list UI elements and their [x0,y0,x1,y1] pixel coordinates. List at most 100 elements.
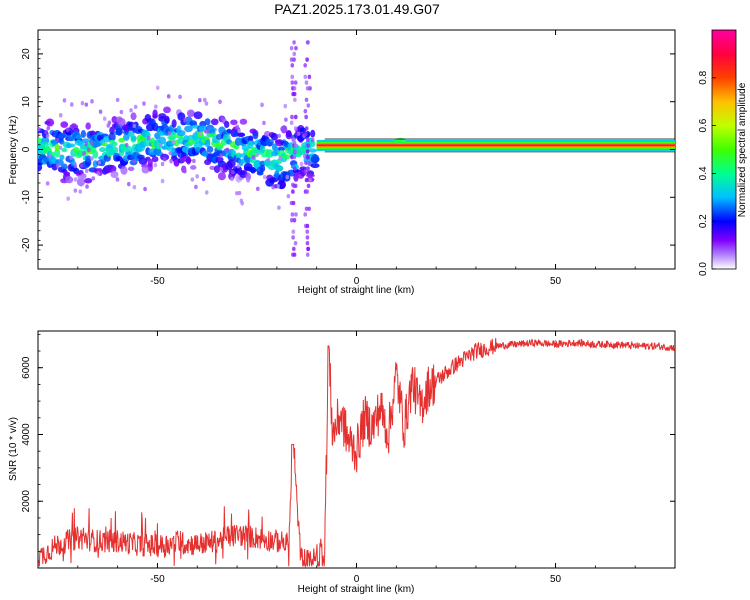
heatmap-cell [304,132,308,137]
heatmap-cell [305,229,310,234]
heatmap-cell [306,143,310,148]
heatmap-cell [310,163,320,169]
heatmap-cell [292,252,297,257]
heatmap-cell [299,161,304,167]
heatmap-cell [164,115,170,124]
heatmap-cell [73,163,78,169]
heatmap-cell [291,235,295,240]
heatmap-cell [194,184,198,190]
heatmap-cell [255,152,260,157]
heatmap-cell [45,181,50,186]
heatmap-xlabel: Height of straight line (km) [298,285,415,296]
heatmap-cell [308,177,312,183]
heatmap-cell [250,166,256,174]
heatmap-cell [64,176,74,184]
heatmap-cell [141,166,150,174]
snr-series [38,337,675,568]
heatmap-cell [111,141,118,147]
heatmap-cell [69,102,74,107]
heatmap-cell [120,166,128,175]
heatmap-cell [79,182,83,187]
heatmap-cell [177,130,186,137]
heatmap-cell [193,111,203,120]
colorbar-ticks: 0.0 0.2 0.4 0.6 0.8 [698,70,716,276]
heatmap-cell [201,176,206,182]
heatmap-cell [77,174,82,180]
heatmap-cell [60,121,69,128]
heatmap-cell [169,159,173,164]
heatmap-cell [292,154,297,160]
heatmap-cell [143,186,147,192]
heatmap-cell [305,154,310,160]
heatmap-cell [97,160,102,165]
heatmap-cell [305,57,309,62]
heatmap-cell [220,116,224,121]
heatmap-cell [166,94,171,99]
heatmap-cell [117,117,126,127]
heatmap-cell [230,176,234,182]
heatmap-cell [167,131,172,136]
heatmap-cell [304,114,308,120]
heatmap-cell [285,129,292,138]
colorbar-label: Normalized spectral amplitude [737,82,748,217]
heatmap-cell [111,116,118,124]
heatmap-cell [227,159,236,168]
heatmap-cell [58,113,63,118]
heatmap-cell [190,165,197,170]
heatmap-cell [85,155,92,163]
heatmap-cell [106,144,114,149]
heatmap-cell [78,189,83,194]
heatmap-cell [155,85,160,90]
heatmap-cell [305,40,310,45]
snr-xlabel: Height of straight line (km) [298,584,415,595]
heatmap-cell [277,205,281,210]
heatmap-cell [59,139,65,145]
heatmap-cell [206,145,214,153]
heatmap-cell [198,98,202,103]
heatmap-cell [291,189,295,194]
heatmap-cell [69,155,73,160]
heatmap-cell [303,109,308,114]
heatmap-cell [171,140,176,145]
heatmap-cell [90,99,94,104]
heatmap-cell [84,168,89,174]
heatmap-cell [77,140,85,147]
heatmap-cell [307,160,312,166]
heatmap-cell [115,97,120,103]
heatmap-ytick-label: 0 [21,146,32,152]
colorbar-tick-label: 0.2 [698,214,709,228]
heatmap-cell [285,174,290,180]
heatmap-cell [55,137,60,143]
heatmap-cell [108,132,116,142]
heatmap-cell [154,104,158,109]
heatmap-xtick-label: 50 [550,276,562,287]
heatmap-cell [303,74,308,80]
heatmap-cell [186,109,195,118]
heatmap-cell [67,143,76,148]
heatmap-cell [160,153,170,161]
heatmap-cell [124,142,129,148]
heatmap-cell [160,161,165,167]
heatmap-cell [304,206,309,211]
heatmap-cell [158,113,167,119]
heatmap-cell [38,126,41,132]
heatmap-cell [56,163,60,169]
heatmap-cell [185,158,192,163]
heatmap-cell [275,165,284,171]
heatmap-cell [286,193,291,199]
heatmap-cell [178,94,182,100]
heatmap-cell [73,177,78,182]
heatmap-cell [158,142,163,148]
heatmap-cell [41,142,50,147]
heatmap-cell [132,123,137,129]
figure-title: PAZ1.2025.173.01.49.G07 [274,1,440,17]
heatmap-cell [235,124,240,129]
heatmap-cell [291,137,296,143]
heatmap-cell [310,155,320,163]
heatmap-cell [247,140,254,149]
heatmap-cell [303,63,307,68]
heatmap-ytick-label: 10 [21,96,32,108]
snr-panel: -50 0 50 2000 4000 6000 Height of straight li… [8,330,676,595]
heatmap-cell [204,190,209,195]
heatmap-cell [85,184,89,189]
